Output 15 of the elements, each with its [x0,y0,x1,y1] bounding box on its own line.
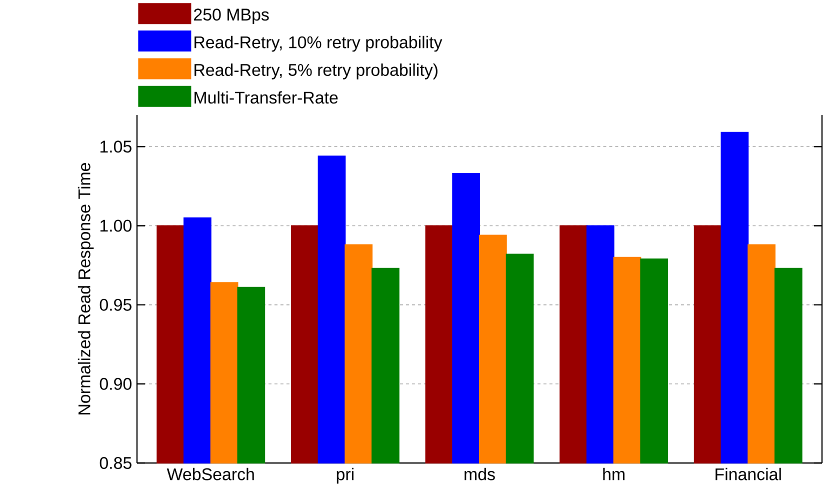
y-tick-label: 1.00 [100,220,132,232]
y-axis-title: Normalized Read Response Time [78,163,94,414]
legend-label: Read-Retry, 5% retry probability) [194,64,438,80]
legend-label: Multi-Transfer-Rate [194,91,338,104]
y-tick-label: 1.05 [100,140,132,153]
x-tick-label: WebSearch [166,468,254,480]
y-tick-label: 0.95 [100,298,132,311]
x-tick-label: Financial [716,468,781,480]
legend-label: 250 MBps [194,8,269,24]
y-tick-label: 0.85 [100,457,132,469]
legend-label: Read-Retry, 10% retry probability [194,36,442,52]
y-tick-label: 0.90 [100,378,132,390]
x-tick-label: pri [336,468,354,484]
x-tick-label: hm [603,468,624,480]
x-tick-label: mds [464,468,495,480]
